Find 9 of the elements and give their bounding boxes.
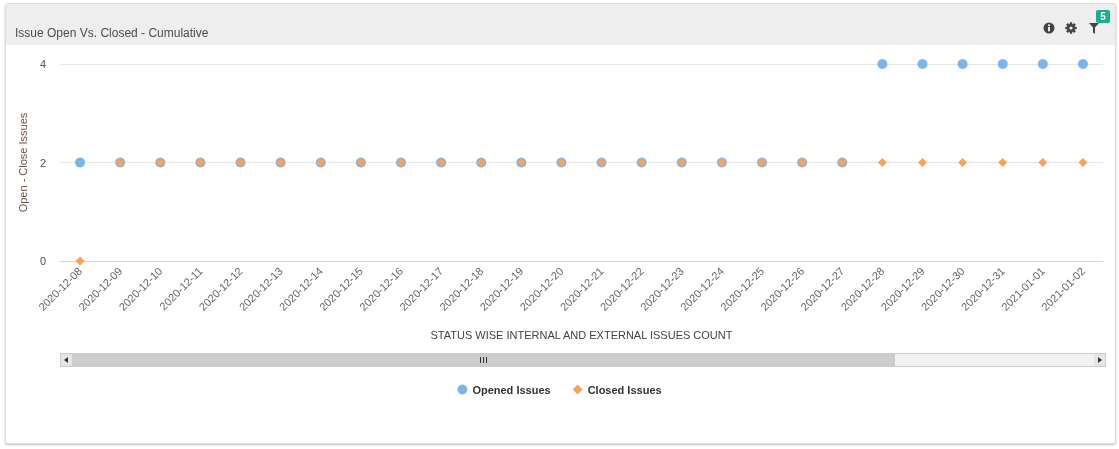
y-tick-label: 0 — [39, 255, 46, 267]
legend-label: Closed Issues — [587, 383, 662, 396]
chart-title: Issue Open Vs. Closed - Cumulative — [15, 26, 209, 40]
y-tick-label: 2 — [39, 156, 46, 169]
legend-label: Opened Issues — [472, 383, 551, 396]
x-axis-title: STATUS WISE INTERNAL AND EXTERNAL ISSUES COUNT — [430, 328, 733, 341]
count-badge: 5 — [1096, 10, 1110, 23]
y-axis-title: Open - Close Issues — [17, 112, 30, 213]
y-tick-label: 4 — [39, 58, 46, 70]
